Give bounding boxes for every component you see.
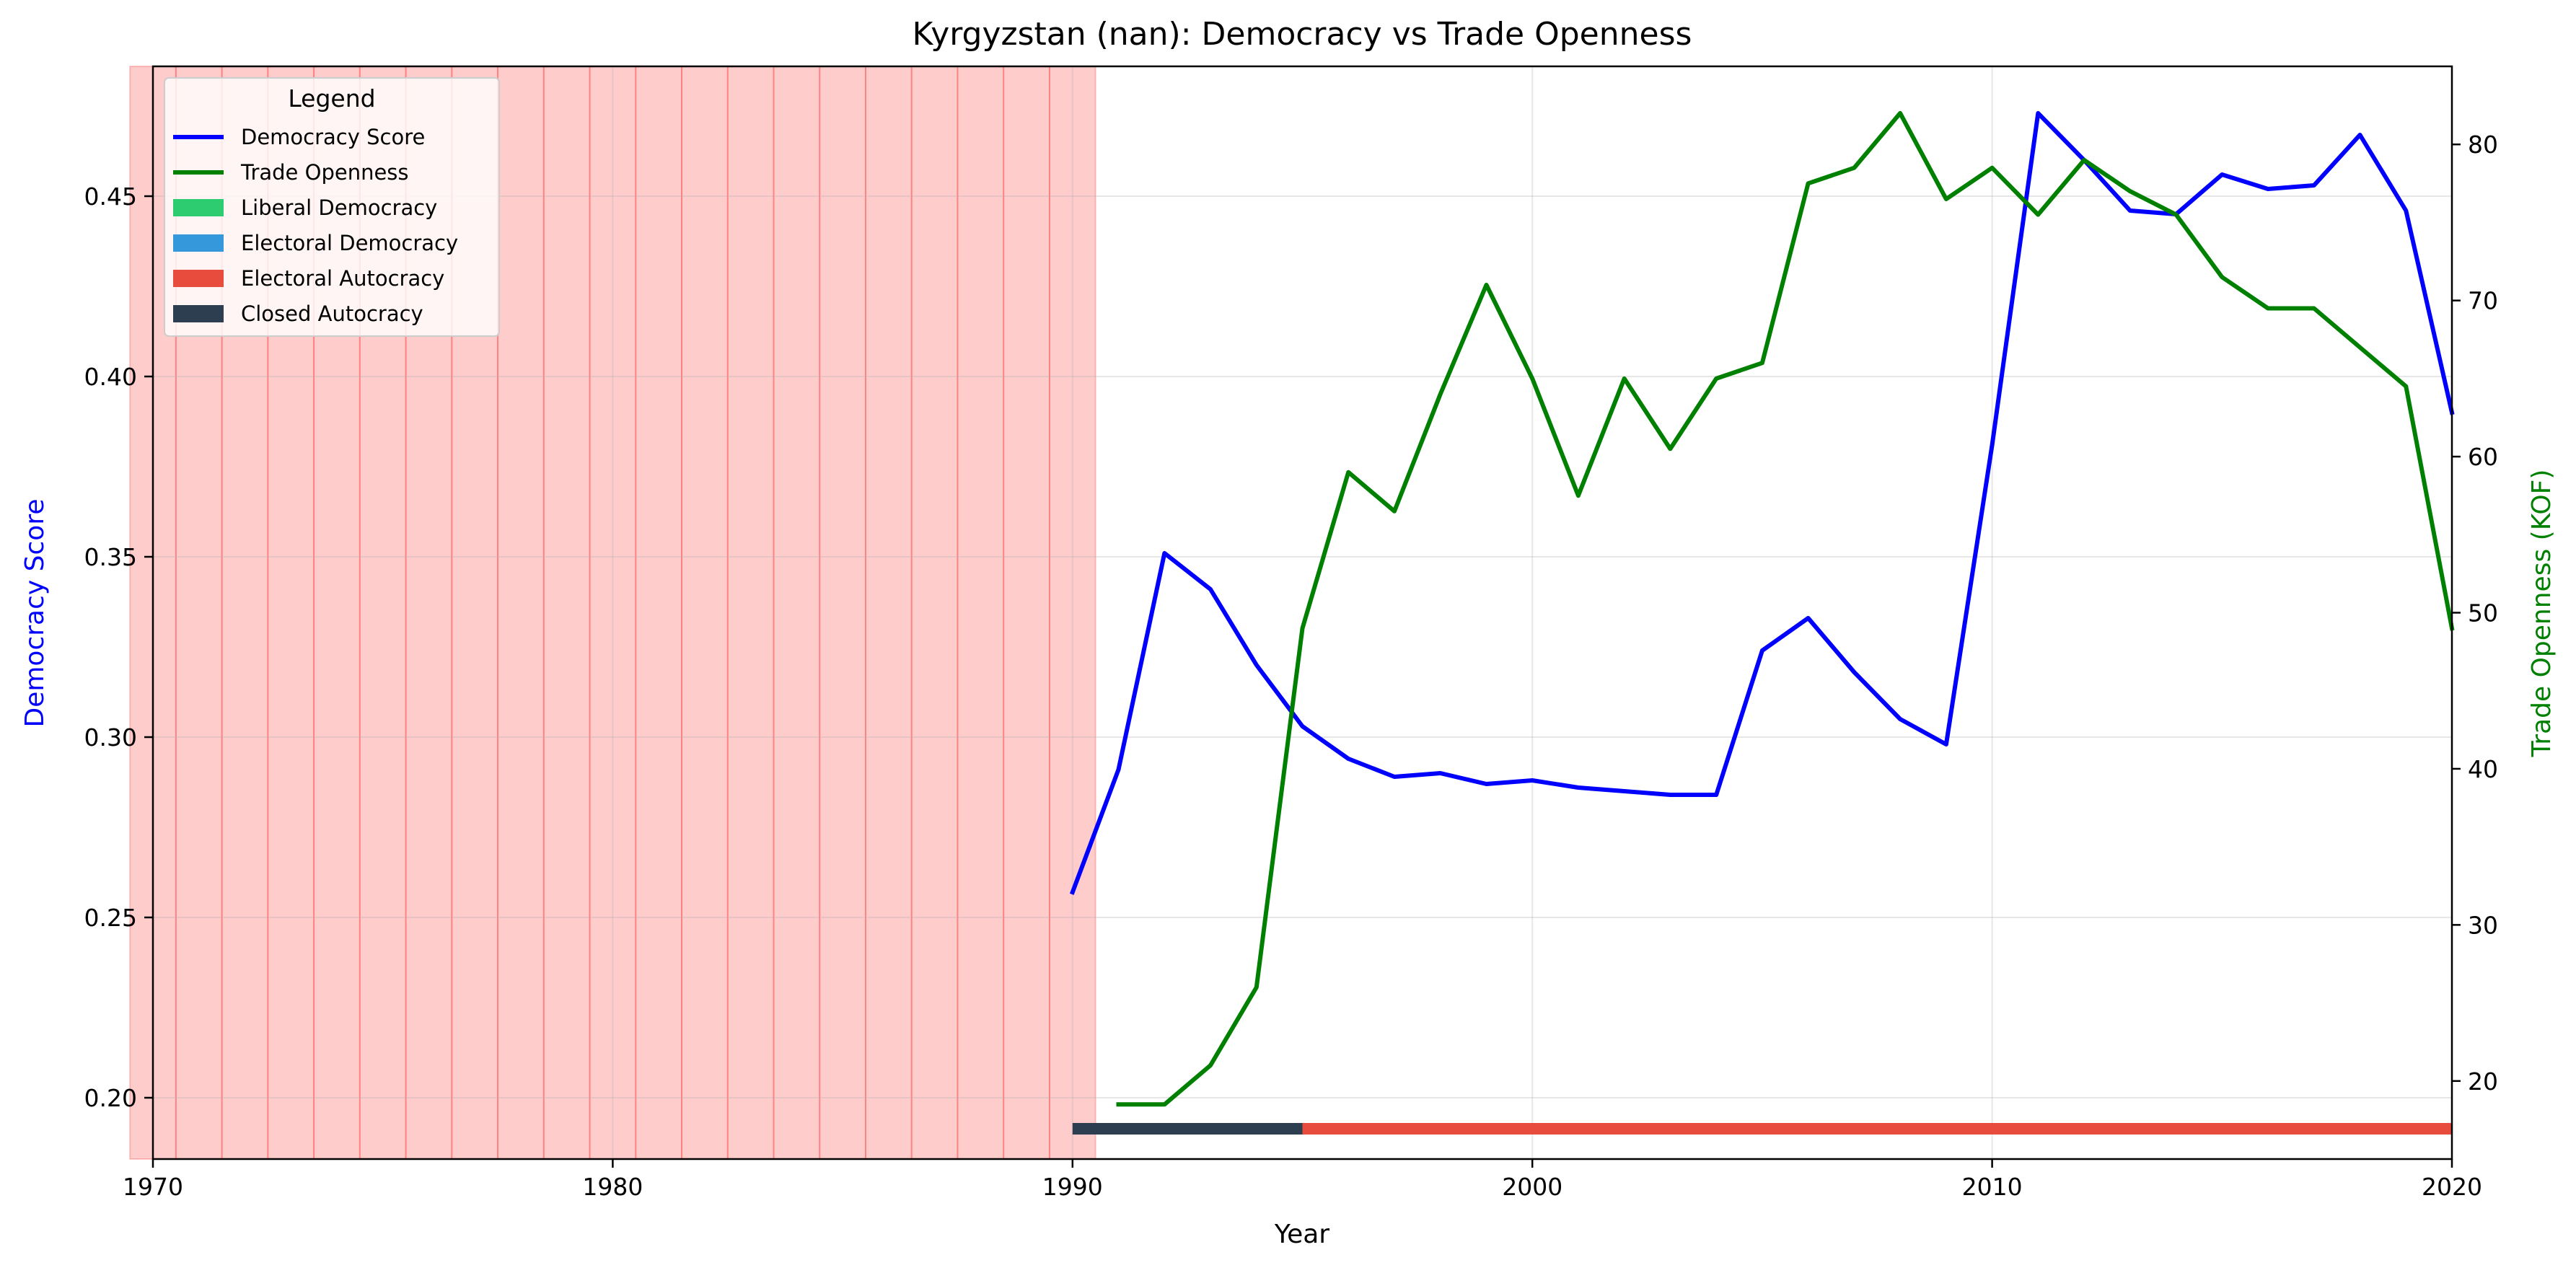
- legend-swatch-patch-4: [173, 270, 224, 287]
- y2-tick-label-30: 30: [2468, 911, 2498, 939]
- y2-tick-label-60: 60: [2468, 443, 2498, 471]
- shade-band-1985: [819, 66, 866, 1160]
- y2-tick-label-80: 80: [2468, 131, 2498, 159]
- y2-tick-label-50: 50: [2468, 599, 2498, 627]
- legend-swatch-patch-2: [173, 199, 224, 216]
- x-tick-label-2010: 2010: [1962, 1173, 2023, 1201]
- regime-bar: [1072, 1123, 2452, 1135]
- y-tick-label-0.35: 0.35: [84, 543, 137, 571]
- y-tick-label-0.40: 0.40: [84, 363, 137, 391]
- regime-segment-0: [1072, 1123, 1303, 1135]
- legend-swatch-patch-5: [173, 305, 224, 322]
- legend: Legend Democracy Score Trade Openness Libe…: [164, 77, 500, 337]
- legend-label-5: Closed Autocracy: [241, 301, 423, 326]
- legend-label-2: Liberal Democracy: [241, 195, 437, 220]
- shade-band-1984: [773, 66, 821, 1160]
- series-line-0: [1069, 111, 2455, 895]
- shade-band-1979: [542, 66, 591, 1160]
- y-tick-label-0.45: 0.45: [84, 182, 137, 211]
- x-axis-ticks: 1970 1980 1990 2000 2010 2020: [123, 1159, 2482, 1201]
- legend-box: [164, 77, 500, 337]
- x-tick-label-2020: 2020: [2422, 1173, 2482, 1201]
- left-axis-label: Democracy Score: [20, 499, 50, 728]
- left-axis-ticks: 0.20 0.25 0.30 0.35 0.40 0.45: [84, 182, 153, 1112]
- y-tick-label-0.30: 0.30: [84, 723, 137, 752]
- series-line-1: [1116, 110, 2455, 1107]
- x-axis-label: Year: [1274, 1220, 1329, 1249]
- shade-band-1983: [726, 66, 775, 1160]
- shade-band-1978: [497, 66, 545, 1160]
- legend-label-3: Electoral Democracy: [241, 231, 458, 255]
- right-axis-label: Trade Openness (KOF): [2527, 470, 2557, 758]
- shade-band-1987: [910, 66, 959, 1160]
- legend-label-0: Democracy Score: [241, 125, 425, 149]
- x-tick-label-1980: 1980: [582, 1173, 643, 1201]
- legend-entries: Democracy Score Trade Openness Liberal Dem…: [173, 125, 458, 326]
- chart-title: Kyrgyzstan (nan): Democracy vs Trade Ope…: [913, 16, 1692, 53]
- shade-band-1988: [957, 66, 1005, 1160]
- y-tick-label-0.20: 0.20: [84, 1084, 137, 1112]
- shade-band-1989: [1003, 66, 1050, 1160]
- x-tick-label-1990: 1990: [1042, 1173, 1103, 1201]
- shade-band-1982: [681, 66, 729, 1160]
- x-tick-label-1970: 1970: [123, 1173, 183, 1201]
- legend-label-4: Electoral Autocracy: [241, 266, 444, 291]
- regime-segment-1: [1302, 1123, 2452, 1135]
- shade-band-1981: [635, 66, 683, 1160]
- legend-swatch-patch-3: [173, 234, 224, 252]
- right-axis-ticks: 20 30 40 50 60 70 80: [2452, 131, 2498, 1096]
- legend-title: Legend: [288, 84, 375, 113]
- x-tick-label-2000: 2000: [1502, 1173, 1562, 1201]
- y-tick-label-0.25: 0.25: [84, 904, 137, 932]
- legend-label-1: Trade Openness: [240, 160, 409, 185]
- y2-tick-label-20: 20: [2468, 1067, 2498, 1096]
- y2-tick-label-70: 70: [2468, 287, 2498, 315]
- shade-band-1986: [864, 66, 913, 1160]
- y2-tick-label-40: 40: [2468, 755, 2498, 783]
- series-lines: [1069, 110, 2455, 1107]
